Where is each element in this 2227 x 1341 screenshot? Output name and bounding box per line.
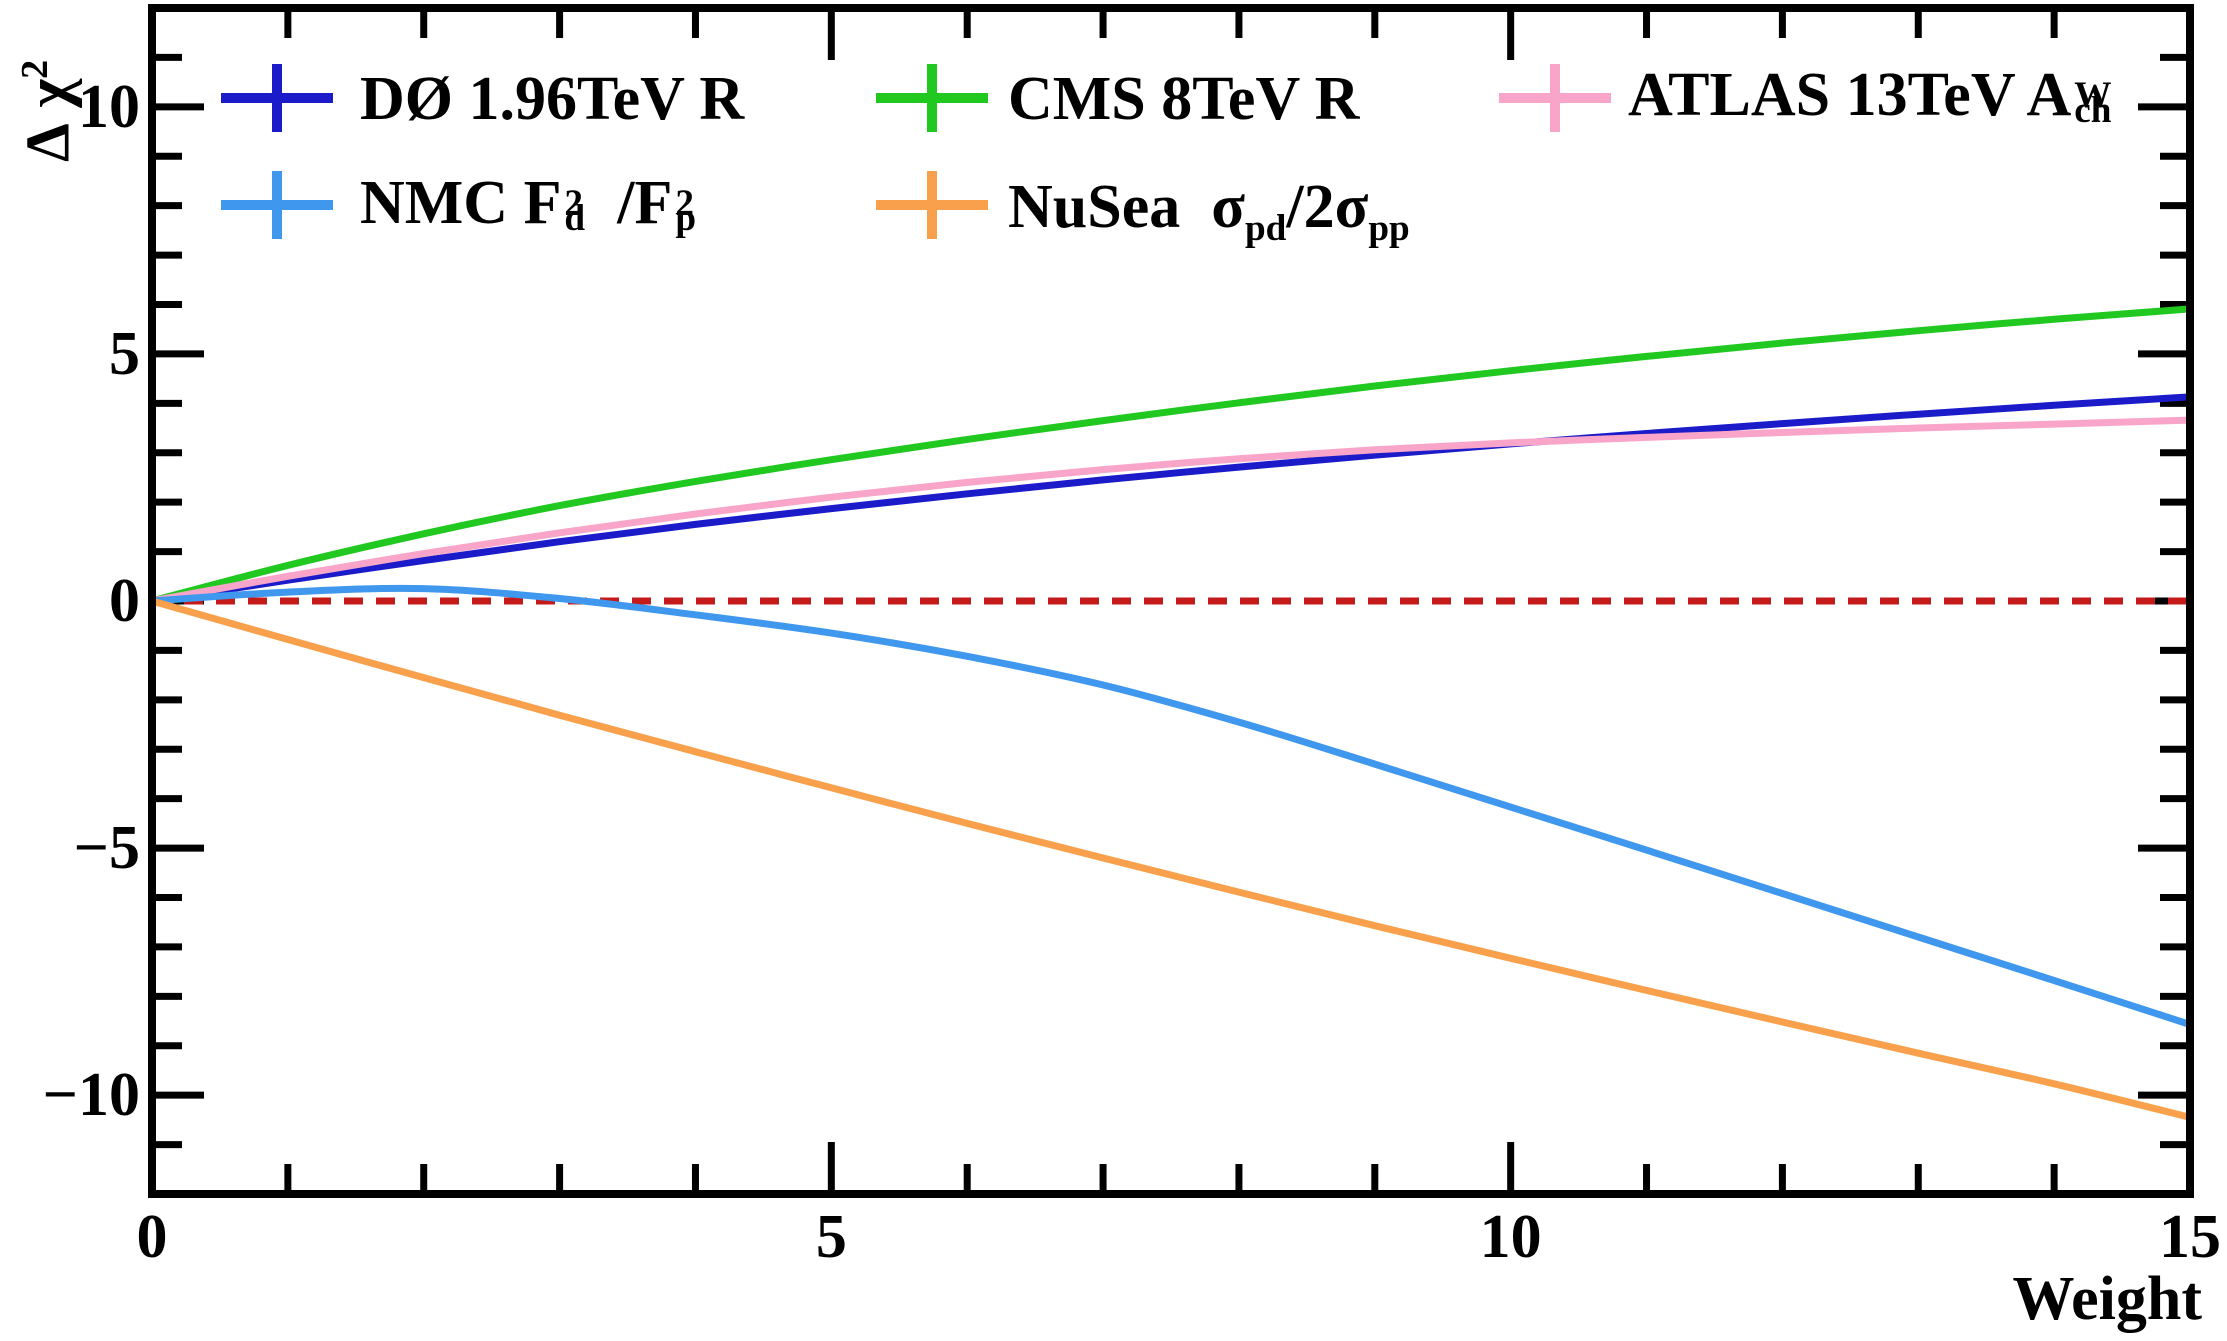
y-axis-title-delta: Δ [14, 107, 83, 162]
x-tick-label: 5 [815, 1203, 847, 1271]
legend-superscript: W [2074, 74, 2112, 116]
legend-text: NuSea σ [1008, 173, 1245, 241]
y-axis-title-chi: χ [14, 78, 83, 108]
curve-cms [148, 305, 2194, 605]
legend-superscript: 2 [564, 182, 584, 224]
legend-superscript: 2 [675, 182, 694, 224]
legend-label-nmc: NMC F 2 d/F 2 p [360, 169, 728, 237]
legend-text: ATLAS 13TeV A [1628, 61, 2072, 129]
legend-subscript: pp [1368, 208, 1410, 250]
plot-frame [148, 4, 2194, 1198]
legend-text: /2σ [1286, 173, 1369, 241]
x-axis-title: Weight [2012, 1265, 2202, 1333]
legend-subscript: d [564, 197, 586, 239]
curve-nmc [148, 584, 2194, 1028]
curve-atlas [148, 416, 2194, 605]
curve-nusea [148, 597, 2194, 1121]
legend-subscript: p [675, 197, 697, 239]
y-tick-label: −5 [73, 814, 140, 883]
legend-label-nusea: NuSea σpd/2σpp [1008, 176, 1410, 247]
x-tick-label: 0 [136, 1203, 168, 1271]
legend-label-cms: CMS 8TeV R [1008, 68, 1359, 130]
legend-text: CMS 8TeV R [1008, 65, 1360, 133]
x-tick-label: 10 [1479, 1203, 1542, 1271]
x-tick-label: 15 [2159, 1203, 2221, 1271]
y-tick-label: 0 [109, 567, 140, 635]
legend-text: NMC F [360, 169, 562, 237]
legend-text: DØ 1.96TeV R [360, 65, 745, 133]
legend-label-d0: DØ 1.96TeV R [360, 68, 744, 130]
y-tick-label: −10 [42, 1061, 140, 1130]
y-axis-title-exponent: 2 [14, 59, 56, 79]
legend-subscript: pd [1244, 208, 1287, 250]
legend-text: /F [617, 169, 673, 237]
curve-d0 [148, 393, 2194, 605]
y-tick-label: 5 [109, 319, 140, 388]
legend-subscript: ch [2074, 89, 2112, 131]
y-tick-label: 10 [78, 72, 140, 141]
y-axis-title: Δ χ2 [14, 59, 83, 162]
